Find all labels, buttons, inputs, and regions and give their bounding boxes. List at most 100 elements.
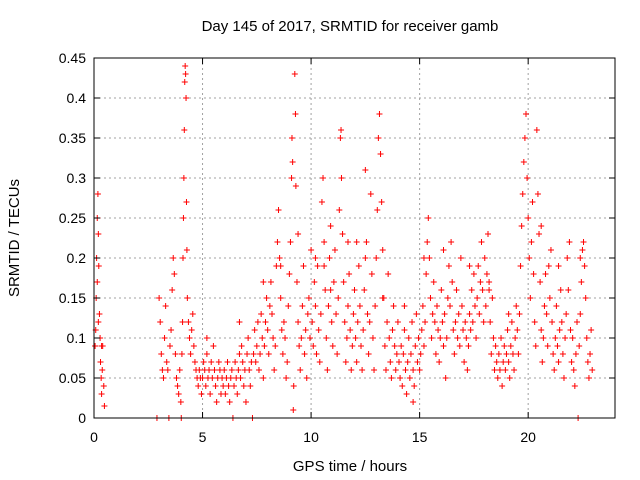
data-point: [562, 335, 569, 341]
data-point: [318, 199, 325, 205]
data-point: [470, 271, 477, 277]
data-point: [287, 239, 294, 245]
data-point: [404, 359, 411, 365]
data-point: [435, 327, 442, 333]
data-point: [425, 215, 432, 221]
data-point: [195, 383, 202, 389]
data-point: [440, 343, 447, 349]
x-axis-label: GPS time / hours: [293, 458, 407, 475]
data-point: [411, 383, 418, 389]
data-point: [251, 327, 258, 333]
data-point: [550, 351, 557, 357]
data-point: [483, 271, 490, 277]
axis-ticks: 0 0.05 0.1 0.15 0.2 0.25 0.3 0.35 0.4 0.45 0 5 10 15 2…: [59, 50, 615, 445]
data-point: [587, 351, 594, 357]
data-point: [588, 327, 595, 333]
data-point: [321, 239, 328, 245]
data-point: [530, 271, 537, 277]
data-point: [477, 279, 484, 285]
data-point: [439, 319, 446, 325]
data-point: [246, 367, 253, 373]
data-point: [554, 343, 561, 349]
data-point: [173, 375, 180, 381]
data-point: [228, 367, 235, 373]
data-point: [100, 383, 107, 389]
data-point: [437, 335, 444, 341]
y-tick-label: 0: [78, 410, 86, 426]
data-point: [314, 263, 321, 269]
data-point: [379, 247, 386, 253]
data-point: [388, 375, 395, 381]
data-point: [304, 311, 311, 317]
data-point: [506, 375, 513, 381]
data-point: [352, 335, 359, 341]
data-point: [495, 351, 502, 357]
data-point: [369, 335, 376, 341]
data-point: [346, 271, 353, 277]
data-point: [221, 367, 228, 373]
data-point: [448, 239, 455, 245]
data-point: [232, 359, 239, 365]
data-point: [255, 367, 262, 373]
data-point: [300, 263, 307, 269]
data-point: [534, 191, 541, 197]
data-point: [282, 335, 289, 341]
data-point: [428, 335, 435, 341]
data-point: [505, 359, 512, 365]
data-point: [159, 367, 166, 373]
data-point: [311, 279, 318, 285]
y-tick-label: 0.1: [67, 330, 87, 346]
data-point: [259, 335, 266, 341]
data-point: [207, 391, 214, 397]
data-point: [583, 335, 590, 341]
x-tick-label: 20: [520, 429, 536, 445]
data-point: [191, 359, 198, 365]
data-point: [544, 343, 551, 349]
data-point: [272, 343, 279, 349]
data-point: [157, 319, 164, 325]
data-point: [460, 327, 467, 333]
data-point: [276, 255, 283, 261]
data-point: [389, 327, 396, 333]
data-point: [463, 335, 470, 341]
data-point: [225, 383, 232, 389]
data-point: [491, 367, 498, 373]
data-point: [569, 335, 576, 341]
data-point: [309, 319, 316, 325]
data-point: [475, 263, 482, 269]
data-point: [451, 351, 458, 357]
data-point: [348, 367, 355, 373]
data-point: [305, 295, 312, 301]
data-point: [174, 383, 181, 389]
data-point: [539, 359, 546, 365]
data-point: [414, 359, 421, 365]
data-point: [504, 327, 511, 333]
data-point: [351, 287, 358, 293]
data-point: [410, 399, 417, 405]
data-point: [426, 255, 433, 261]
data-point: [299, 303, 306, 309]
data-point: [515, 351, 522, 357]
data-point: [420, 343, 427, 349]
data-point: [340, 279, 347, 285]
data-point: [212, 383, 219, 389]
data-point: [323, 335, 330, 341]
data-point: [415, 335, 422, 341]
data-point: [175, 391, 182, 397]
data-point: [432, 351, 439, 357]
data-point: [502, 367, 509, 373]
data-point: [263, 295, 270, 301]
data-point: [536, 231, 543, 237]
data-point: [290, 383, 297, 389]
data-point: [339, 231, 346, 237]
data-point: [180, 215, 187, 221]
data-point: [200, 359, 207, 365]
data-point: [215, 359, 222, 365]
data-point: [547, 247, 554, 253]
data-point: [450, 327, 457, 333]
data-point: [403, 391, 410, 397]
data-point: [488, 351, 495, 357]
data-point: [183, 247, 190, 253]
data-point: [376, 111, 383, 117]
data-point: [393, 351, 400, 357]
